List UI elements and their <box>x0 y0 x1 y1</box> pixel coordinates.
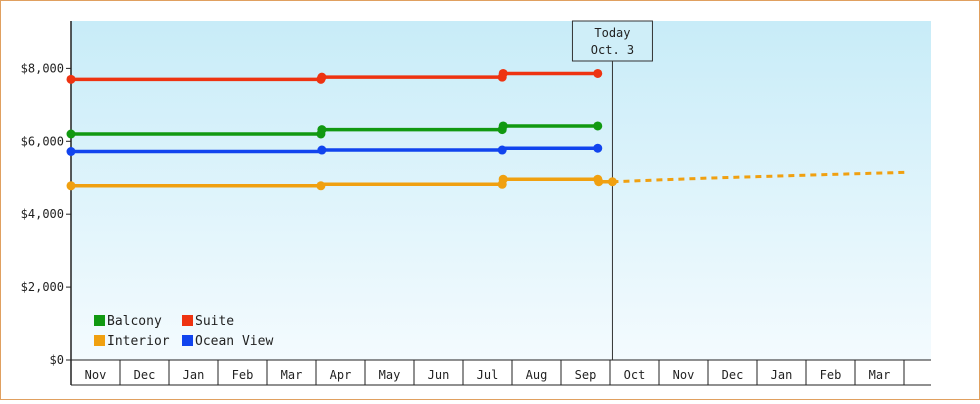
x-tick-label: Feb <box>820 368 842 382</box>
data-point <box>498 174 508 184</box>
x-tick-label: Apr <box>330 368 352 382</box>
data-point <box>317 145 327 155</box>
x-tick-label: Sep <box>575 368 597 382</box>
data-point <box>607 177 617 187</box>
data-point <box>66 74 76 84</box>
legend-label: Balcony <box>107 314 162 329</box>
x-tick-label: Mar <box>869 368 891 382</box>
legend-swatch <box>182 315 193 326</box>
x-tick-label: Nov <box>673 368 695 382</box>
series-line <box>71 124 598 136</box>
data-point <box>317 125 327 135</box>
legend-label: Suite <box>195 314 234 329</box>
data-point <box>66 146 76 156</box>
data-point <box>66 129 76 139</box>
data-point <box>593 143 603 153</box>
x-tick-label: Aug <box>526 368 548 382</box>
today-box <box>571 20 653 62</box>
x-tick-label: Jan <box>771 368 793 382</box>
legend-label: Interior <box>107 334 170 349</box>
data-point <box>497 145 507 155</box>
x-tick-label: Jan <box>183 368 205 382</box>
today-marker: Today Oct. 3 <box>571 20 653 360</box>
data-point <box>498 68 508 78</box>
legend: Balcony Suite Interior Ocean View <box>94 314 273 349</box>
x-tick-label: Dec <box>134 368 156 382</box>
y-tick-label: $2,000 <box>21 280 64 294</box>
y-tick-label: $0 <box>50 353 64 367</box>
legend-swatch <box>182 335 193 346</box>
data-point <box>66 181 76 191</box>
x-tick-label: May <box>379 368 401 382</box>
data-point <box>593 68 603 78</box>
x-tick-label: Nov <box>85 368 107 382</box>
data-point <box>594 177 604 187</box>
legend-swatch <box>94 335 105 346</box>
legend-label: Ocean View <box>195 334 273 349</box>
series-line <box>71 71 598 82</box>
axes: $0 $2,000 $4,000 $6,000 $8,000 Nov Dec Jan Feb Ma… <box>21 21 931 386</box>
x-tick-label: Dec <box>722 368 744 382</box>
today-label: Oct. 3 <box>591 43 634 57</box>
y-tick-label: $6,000 <box>21 134 64 148</box>
series-line <box>71 146 598 154</box>
x-tick-label: Jul <box>477 368 499 382</box>
data-point <box>593 121 603 131</box>
x-tick-label: Mar <box>281 368 303 382</box>
data-point <box>317 72 327 82</box>
legend-swatch <box>94 315 105 326</box>
series-forecast-line <box>612 170 909 184</box>
y-tick-label: $4,000 <box>21 207 64 221</box>
data-point <box>316 181 326 191</box>
data-point <box>498 121 508 131</box>
x-tick-label: Oct <box>624 368 646 382</box>
series-lines <box>66 68 909 191</box>
y-tick-label: $8,000 <box>21 61 64 75</box>
x-tick-label: Feb <box>232 368 254 382</box>
x-tick-label: Jun <box>428 368 450 382</box>
today-label: Today <box>594 26 630 40</box>
